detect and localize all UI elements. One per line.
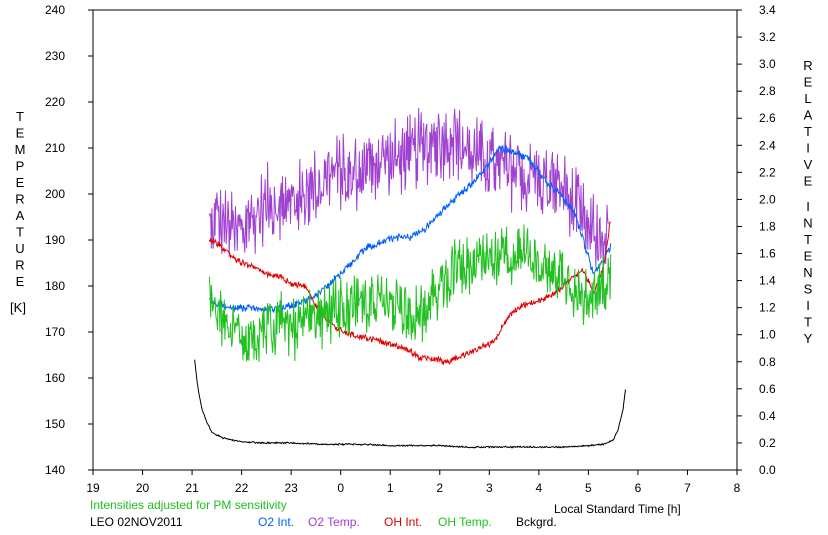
right-axis-title-letter: R <box>803 58 812 73</box>
y-left-tick-label: 190 <box>45 233 65 247</box>
left-axis-title-letter: R <box>15 258 24 273</box>
right-axis-title-letter: I <box>806 141 810 156</box>
legend-oh-int: OH Int. <box>384 515 422 529</box>
right-axis-title-letter: E <box>804 249 813 264</box>
x-tick-label: 2 <box>436 481 443 495</box>
y-left-tick-label: 160 <box>45 371 65 385</box>
y-left-tick-label: 150 <box>45 417 65 431</box>
station-date-label: LEO 02NOV2011 <box>90 515 183 529</box>
x-tick-label: 5 <box>585 481 592 495</box>
y-right-tick-label: 0.8 <box>759 355 776 369</box>
y-right-tick-label: 0.6 <box>759 382 776 396</box>
left-axis-unit: [K] <box>10 300 26 315</box>
y-right-tick-label: 2.0 <box>759 192 776 206</box>
y-left-tick-label: 180 <box>45 279 65 293</box>
right-axis-title-letter: I <box>806 199 810 214</box>
left-axis-title-letter: E <box>16 175 25 190</box>
y-right-tick-label: 0.0 <box>759 463 776 477</box>
x-tick-label: 21 <box>185 481 199 495</box>
left-axis-title-letter: P <box>16 159 25 174</box>
x-tick-label: 4 <box>536 481 543 495</box>
y-left-tick-label: 140 <box>45 463 65 477</box>
y-right-tick-label: 1.2 <box>759 301 776 315</box>
x-tick-label: 7 <box>684 481 691 495</box>
y-right-tick-label: 1.0 <box>759 328 776 342</box>
right-axis-title-letter: T <box>804 124 812 139</box>
x-tick-label: 22 <box>235 481 249 495</box>
y-right-tick-label: 1.4 <box>759 274 776 288</box>
y-right-tick-label: 3.4 <box>759 3 776 17</box>
legend-o2-int: O2 Int. <box>258 515 294 529</box>
y-right-tick-label: 2.4 <box>759 138 776 152</box>
left-axis-title-letter: M <box>15 142 26 157</box>
y-right-tick-label: 2.8 <box>759 84 776 98</box>
y-left-tick-label: 240 <box>45 3 65 17</box>
y-left-tick-label: 210 <box>45 141 65 155</box>
left-axis-title-letter: R <box>15 192 24 207</box>
right-axis-title-letter: Y <box>804 331 813 346</box>
right-axis-title-letter: T <box>804 232 812 247</box>
x-tick-label: 6 <box>635 481 642 495</box>
x-tick-label: 1 <box>387 481 394 495</box>
right-axis-title-letter: S <box>804 282 813 297</box>
x-tick-label: 3 <box>486 481 493 495</box>
left-axis-title-letter: U <box>15 241 24 256</box>
legend-o2-temp: O2 Temp. <box>308 515 360 529</box>
right-axis-title-letter: T <box>804 315 812 330</box>
right-axis-title-letter: N <box>803 265 812 280</box>
x-tick-label: 0 <box>337 481 344 495</box>
y-right-tick-label: 3.2 <box>759 30 776 44</box>
y-right-tick-label: 2.6 <box>759 111 776 125</box>
y-right-tick-label: 0.2 <box>759 436 776 450</box>
y-left-tick-label: 230 <box>45 49 65 63</box>
right-axis-title-letter: E <box>804 75 813 90</box>
left-axis-title-letter: T <box>16 225 24 240</box>
y-left-tick-label: 170 <box>45 325 65 339</box>
right-axis-title-letter: N <box>803 216 812 231</box>
right-axis-title-letter: V <box>804 157 813 172</box>
left-axis-title-letter: E <box>16 274 25 289</box>
x-axis-label: Local Standard Time [h] <box>554 502 681 516</box>
y-right-tick-label: 3.0 <box>759 57 776 71</box>
left-axis-title-letter: E <box>16 126 25 141</box>
pm-sensitivity-note: Intensities adjusted for PM sensitivity <box>90 498 287 512</box>
x-tick-label: 19 <box>86 481 100 495</box>
legend-oh-temp: OH Temp. <box>438 515 492 529</box>
y-right-tick-label: 0.4 <box>759 409 776 423</box>
plot-frame <box>93 10 737 470</box>
left-axis-title-letter: A <box>16 208 25 223</box>
x-tick-label: 23 <box>284 481 298 495</box>
right-axis-title-letter: A <box>804 108 813 123</box>
right-axis-title-letter: L <box>804 91 811 106</box>
y-right-tick-label: 1.6 <box>759 247 776 261</box>
legend-bckgrd: Bckgrd. <box>516 515 557 529</box>
x-tick-label: 8 <box>734 481 741 495</box>
x-tick-label: 20 <box>136 481 150 495</box>
right-axis-title-letter: E <box>804 174 813 189</box>
left-axis-title-letter: T <box>16 109 24 124</box>
y-right-tick-label: 1.8 <box>759 219 776 233</box>
y-left-tick-label: 200 <box>45 187 65 201</box>
right-axis-title-letter: I <box>806 298 810 313</box>
y-left-tick-label: 220 <box>45 95 65 109</box>
y-right-tick-label: 2.2 <box>759 165 776 179</box>
